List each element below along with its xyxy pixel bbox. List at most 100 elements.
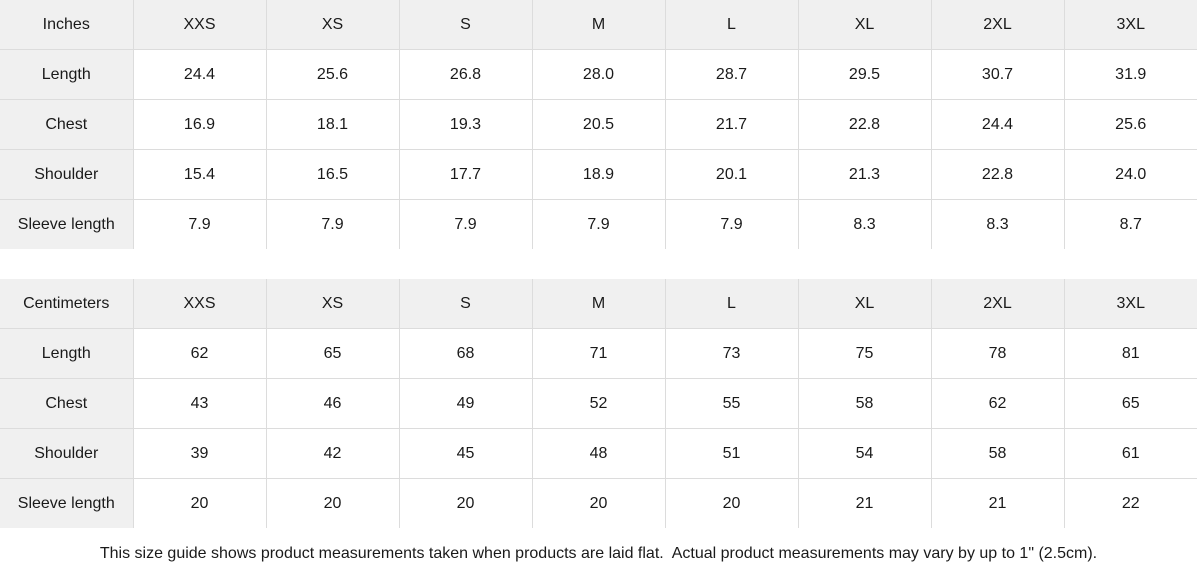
size-header-xs: XS	[265, 278, 400, 329]
measurement-cell: 20	[664, 478, 799, 529]
measurement-cell: 24.4	[132, 49, 267, 100]
measurement-cell: 24.4	[930, 99, 1065, 150]
measurement-cell: 20	[398, 478, 533, 529]
measurement-cell: 16.9	[132, 99, 267, 150]
row-label: Length	[0, 328, 134, 379]
size-header-m: M	[531, 0, 666, 50]
size-header-l: L	[664, 0, 799, 50]
table-spacer	[0, 249, 1197, 279]
measurement-cell: 25.6	[265, 49, 400, 100]
measurement-cell: 68	[398, 328, 533, 379]
measurement-row: Sleeve length 20 20 20 20 20 21 21 22	[0, 478, 1197, 529]
measurement-cell: 26.8	[398, 49, 533, 100]
measurement-cell: 49	[398, 378, 533, 429]
measurement-cell: 39	[132, 428, 267, 479]
unit-header-centimeters: Centimeters	[0, 278, 134, 329]
measurement-cell: 19.3	[398, 99, 533, 150]
measurement-cell: 71	[531, 328, 666, 379]
size-guide-note: This size guide shows product measuremen…	[0, 528, 1197, 580]
measurement-cell: 48	[531, 428, 666, 479]
measurement-cell: 61	[1063, 428, 1197, 479]
measurement-cell: 24.0	[1063, 149, 1197, 200]
size-header-xxs: XXS	[132, 0, 267, 50]
size-header-3xl: 3XL	[1063, 0, 1197, 50]
size-header-s: S	[398, 278, 533, 329]
measurement-cell: 43	[132, 378, 267, 429]
measurement-cell: 25.6	[1063, 99, 1197, 150]
measurement-cell: 20	[265, 478, 400, 529]
measurement-row: Shoulder 39 42 45 48 51 54 58 61	[0, 428, 1197, 479]
size-header-xxs: XXS	[132, 278, 267, 329]
row-label: Sleeve length	[0, 478, 134, 529]
measurement-cell: 22	[1063, 478, 1197, 529]
measurement-cell: 18.9	[531, 149, 666, 200]
size-header-2xl: 2XL	[930, 278, 1065, 329]
measurement-cell: 7.9	[664, 199, 799, 250]
measurement-cell: 58	[930, 428, 1065, 479]
measurement-cell: 28.7	[664, 49, 799, 100]
row-label: Chest	[0, 99, 134, 150]
measurement-cell: 7.9	[132, 199, 267, 250]
measurement-cell: 62	[132, 328, 267, 379]
measurement-cell: 7.9	[531, 199, 666, 250]
measurement-cell: 7.9	[398, 199, 533, 250]
measurement-cell: 55	[664, 378, 799, 429]
measurement-cell: 7.9	[265, 199, 400, 250]
measurement-cell: 65	[1063, 378, 1197, 429]
measurement-cell: 46	[265, 378, 400, 429]
row-label: Length	[0, 49, 134, 100]
measurement-cell: 21	[797, 478, 932, 529]
size-header-row: Inches XXS XS S M L XL 2XL 3XL	[0, 0, 1197, 50]
measurement-cell: 8.3	[930, 199, 1065, 250]
row-label: Shoulder	[0, 149, 134, 200]
row-label: Chest	[0, 378, 134, 429]
measurement-cell: 28.0	[531, 49, 666, 100]
size-header-row: Centimeters XXS XS S M L XL 2XL 3XL	[0, 278, 1197, 329]
measurement-cell: 45	[398, 428, 533, 479]
measurement-cell: 20	[531, 478, 666, 529]
unit-header-inches: Inches	[0, 0, 134, 50]
measurement-cell: 65	[265, 328, 400, 379]
measurement-cell: 21.3	[797, 149, 932, 200]
size-table-inches: Inches XXS XS S M L XL 2XL 3XL Length 24.4 25.6 26…	[0, 0, 1197, 250]
size-header-l: L	[664, 278, 799, 329]
measurement-cell: 42	[265, 428, 400, 479]
measurement-row: Length 62 65 68 71 73 75 78 81	[0, 328, 1197, 379]
row-label: Shoulder	[0, 428, 134, 479]
measurement-cell: 29.5	[797, 49, 932, 100]
size-table-centimeters: Centimeters XXS XS S M L XL 2XL 3XL Length 62 65 6…	[0, 278, 1197, 529]
measurement-cell: 15.4	[132, 149, 267, 200]
measurement-cell: 20.1	[664, 149, 799, 200]
size-header-xl: XL	[797, 0, 932, 50]
measurement-cell: 8.7	[1063, 199, 1197, 250]
measurement-cell: 18.1	[265, 99, 400, 150]
row-label: Sleeve length	[0, 199, 134, 250]
size-header-3xl: 3XL	[1063, 278, 1197, 329]
size-header-s: S	[398, 0, 533, 50]
measurement-cell: 78	[930, 328, 1065, 379]
measurement-row: Length 24.4 25.6 26.8 28.0 28.7 29.5 30.7 31.9	[0, 49, 1197, 100]
measurement-cell: 54	[797, 428, 932, 479]
measurement-row: Chest 43 46 49 52 55 58 62 65	[0, 378, 1197, 429]
measurement-cell: 30.7	[930, 49, 1065, 100]
measurement-cell: 62	[930, 378, 1065, 429]
measurement-cell: 17.7	[398, 149, 533, 200]
measurement-cell: 20.5	[531, 99, 666, 150]
measurement-cell: 21	[930, 478, 1065, 529]
measurement-cell: 51	[664, 428, 799, 479]
measurement-cell: 73	[664, 328, 799, 379]
size-header-xl: XL	[797, 278, 932, 329]
size-header-xs: XS	[265, 0, 400, 50]
measurement-cell: 52	[531, 378, 666, 429]
measurement-row: Chest 16.9 18.1 19.3 20.5 21.7 22.8 24.4 25.6	[0, 99, 1197, 150]
size-header-2xl: 2XL	[930, 0, 1065, 50]
measurement-cell: 16.5	[265, 149, 400, 200]
measurement-row: Shoulder 15.4 16.5 17.7 18.9 20.1 21.3 22.8 24.0	[0, 149, 1197, 200]
measurement-cell: 22.8	[797, 99, 932, 150]
size-header-m: M	[531, 278, 666, 329]
measurement-cell: 22.8	[930, 149, 1065, 200]
measurement-cell: 58	[797, 378, 932, 429]
measurement-cell: 8.3	[797, 199, 932, 250]
measurement-cell: 20	[132, 478, 267, 529]
measurement-cell: 31.9	[1063, 49, 1197, 100]
